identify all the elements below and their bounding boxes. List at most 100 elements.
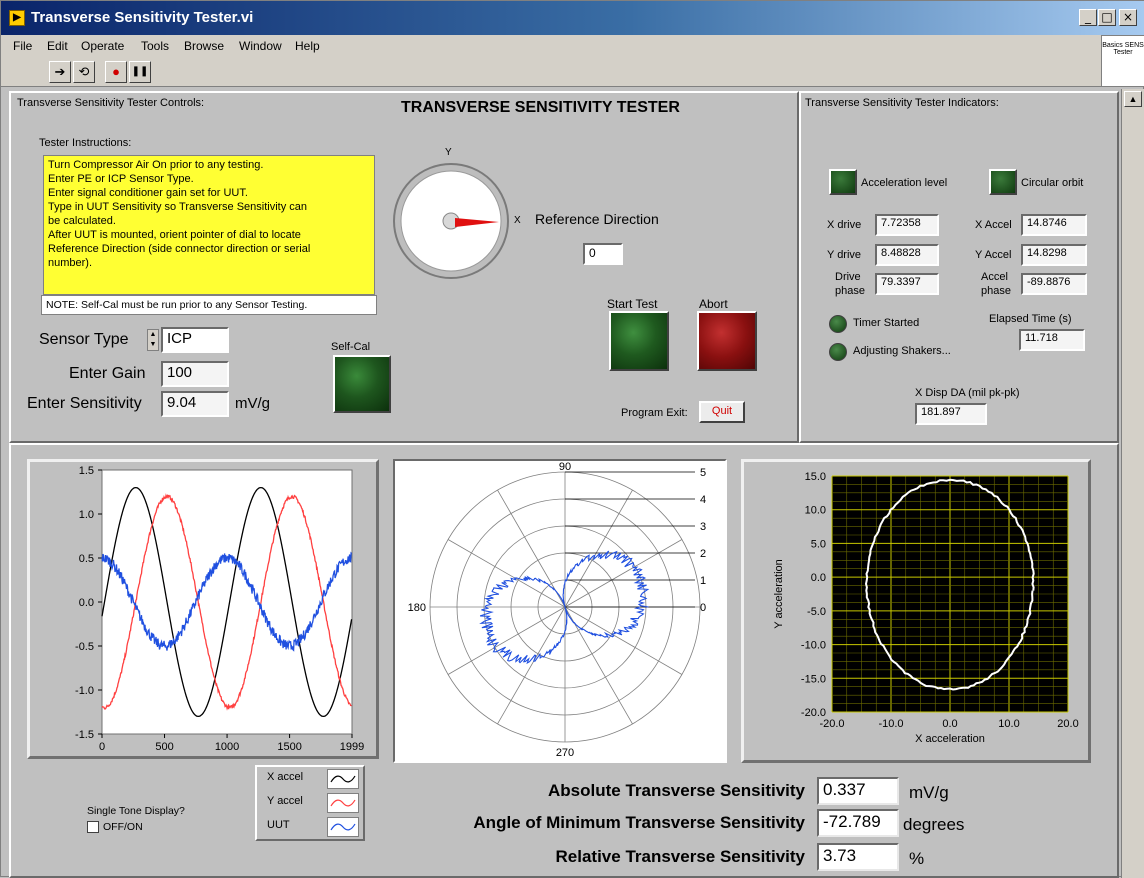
circular-orbit-led (989, 169, 1017, 195)
run-continuously-icon[interactable]: ⟲ (73, 61, 95, 83)
adjusting-shakers-led (829, 343, 847, 361)
x-axis-label: X acceleration (915, 733, 985, 745)
window-title: Transverse Sensitivity Tester.vi (31, 9, 254, 26)
sensitivity-label: Enter Sensitivity (27, 395, 142, 412)
x-tick-label: 0 (99, 741, 105, 753)
legend-uut-label: UUT (267, 819, 290, 831)
relative-transverse-sensitivity-indicator: 3.73 (817, 843, 899, 871)
vi-icon: ▶ (9, 10, 25, 26)
waveform-chart: 1.5 1.0 0.5 0.0 -0.5 -1.0 -1.5 0 500 1000 1500 1999 (27, 459, 379, 759)
self-cal-button[interactable] (333, 355, 391, 413)
relative-transverse-sensitivity-unit: % (909, 849, 925, 868)
abort-button[interactable] (697, 311, 757, 371)
orbit-plot: 15.0 10.0 5.0 0.0 -5.0 -10.0 -15.0 -20.0-20.0 -1… (773, 471, 1079, 745)
instruction-line: number). (48, 257, 93, 269)
instruction-line: Turn Compressor Air On prior to any test… (48, 159, 264, 171)
angle-label: 180 (408, 602, 426, 614)
sensor-type-ring-arrows-icon[interactable]: ▲ ▼ (147, 329, 159, 351)
run-arrow-icon[interactable]: ➔ (49, 61, 71, 83)
menu-help[interactable]: Help (295, 39, 320, 53)
instructions-box: Turn Compressor Air On prior to any test… (43, 155, 375, 295)
y-tick-label: 1.0 (79, 509, 94, 521)
reference-direction-input[interactable]: 0 (583, 243, 623, 265)
legend-uut-swatch (327, 817, 359, 837)
minimize-button[interactable]: _ (1079, 9, 1097, 26)
drive-phase-indicator: 79.3397 (875, 273, 939, 295)
menu-edit[interactable]: Edit (47, 39, 68, 53)
y-tick-label: -20.0 (801, 707, 826, 719)
legend-x-accel-label: X accel (267, 771, 304, 783)
timer-started-label: Timer Started (853, 317, 920, 329)
sensor-type-ring[interactable]: ICP (161, 327, 229, 353)
orbit-trace (864, 478, 1035, 691)
y-tick-label: -1.5 (75, 729, 94, 741)
polar-grid-spoke (564, 539, 683, 608)
angle-label: 270 (556, 747, 574, 759)
vertical-scrollbar[interactable]: ▲ (1121, 89, 1144, 878)
x-accel-label: X Accel (975, 219, 1012, 231)
accel-phase-indicator: -89.8876 (1021, 273, 1087, 295)
y-tick-label: -10.0 (801, 640, 826, 652)
drive-phase-label: phase (835, 285, 865, 297)
front-panel: Transverse Sensitivity Tester Controls: … (9, 89, 1119, 878)
quit-button[interactable]: Quit (699, 401, 745, 423)
abort-execution-icon[interactable]: ● (105, 61, 127, 83)
title-bar: ▶ Transverse Sensitivity Tester.vi _ □ × (1, 1, 1144, 35)
sensitivity-input[interactable]: 9.04 (161, 391, 229, 417)
start-test-button[interactable] (609, 311, 669, 371)
close-button[interactable]: × (1119, 9, 1137, 26)
single-tone-checkbox-label: OFF/ON (103, 821, 143, 833)
r-tick-label: 4 (700, 494, 706, 506)
polar-grid-spoke (447, 539, 566, 608)
menu-operate[interactable]: Operate (81, 39, 125, 53)
pause-icon[interactable]: ❚❚ (129, 61, 151, 83)
reference-direction-dial[interactable] (391, 161, 511, 281)
x-tick-label: 20.0 (1057, 718, 1078, 730)
y-tick-label: -15.0 (801, 673, 826, 685)
angle-minimum-transverse-sensitivity-label: Angle of Minimum Transverse Sensitivity (473, 813, 805, 832)
menu-window[interactable]: Window (239, 39, 282, 53)
angle-minimum-transverse-sensitivity-indicator: -72.789 (817, 809, 899, 837)
single-tone-label: Single Tone Display? (87, 805, 185, 817)
adjusting-shakers-label: Adjusting Shakers... (853, 345, 951, 357)
sensor-type-label: Sensor Type (39, 331, 129, 348)
legend-y-accel-swatch (327, 793, 359, 813)
polar-plot: 0 1 2 3 4 5 90 180 270 (408, 461, 706, 759)
elapsed-time-label: Elapsed Time (s) (989, 313, 1072, 325)
single-tone-checkbox[interactable] (87, 821, 99, 833)
panel-title: TRANSVERSE SENSITIVITY TESTER (401, 99, 680, 116)
maximize-button[interactable]: □ (1098, 9, 1116, 26)
r-tick-label: 0 (700, 602, 706, 614)
polar-sensitivity-trace (479, 550, 650, 665)
y-tick-label: 5.0 (811, 538, 826, 550)
y-tick-label: 0.0 (811, 572, 826, 584)
indicators-section-label: Transverse Sensitivity Tester Indicators… (805, 97, 999, 109)
y-tick-label: 0.0 (79, 597, 94, 609)
elapsed-time-indicator: 11.718 (1019, 329, 1085, 351)
polar-chart: 0 1 2 3 4 5 90 180 270 (393, 459, 727, 763)
x-tick-label: 1000 (215, 741, 239, 753)
x-drive-label: X drive (827, 219, 862, 231)
polar-grid-spoke (564, 489, 633, 608)
connector-pane-icon: Basics SENS Tester (1101, 35, 1144, 87)
angle-minimum-transverse-sensitivity-unit: degrees (903, 815, 965, 834)
absolute-transverse-sensitivity-label: Absolute Transverse Sensitivity (548, 781, 805, 800)
instructions-label: Tester Instructions: (39, 137, 132, 149)
menu-tools[interactable]: Tools (141, 39, 170, 53)
menu-file[interactable]: File (13, 39, 33, 53)
polar-grid-spoke (497, 606, 566, 725)
x-disp-indicator: 181.897 (915, 403, 987, 425)
gain-input[interactable]: 100 (161, 361, 229, 387)
y-tick-label: 15.0 (805, 471, 826, 483)
program-exit-label: Program Exit: (621, 407, 688, 419)
waveform-plot: 1.5 1.0 0.5 0.0 -0.5 -1.0 -1.5 0 500 1000 1500 1999 (75, 465, 364, 753)
waveform-plot-area (101, 469, 353, 735)
series-line-y-accel (101, 493, 352, 711)
scroll-up-icon[interactable]: ▲ (1124, 91, 1142, 107)
menu-browse[interactable]: Browse (184, 39, 225, 53)
r-tick-label: 1 (700, 575, 706, 587)
r-tick-label: 2 (700, 548, 706, 560)
self-cal-label: Self-Cal (331, 341, 371, 353)
x-tick-label: 0.0 (942, 718, 957, 730)
